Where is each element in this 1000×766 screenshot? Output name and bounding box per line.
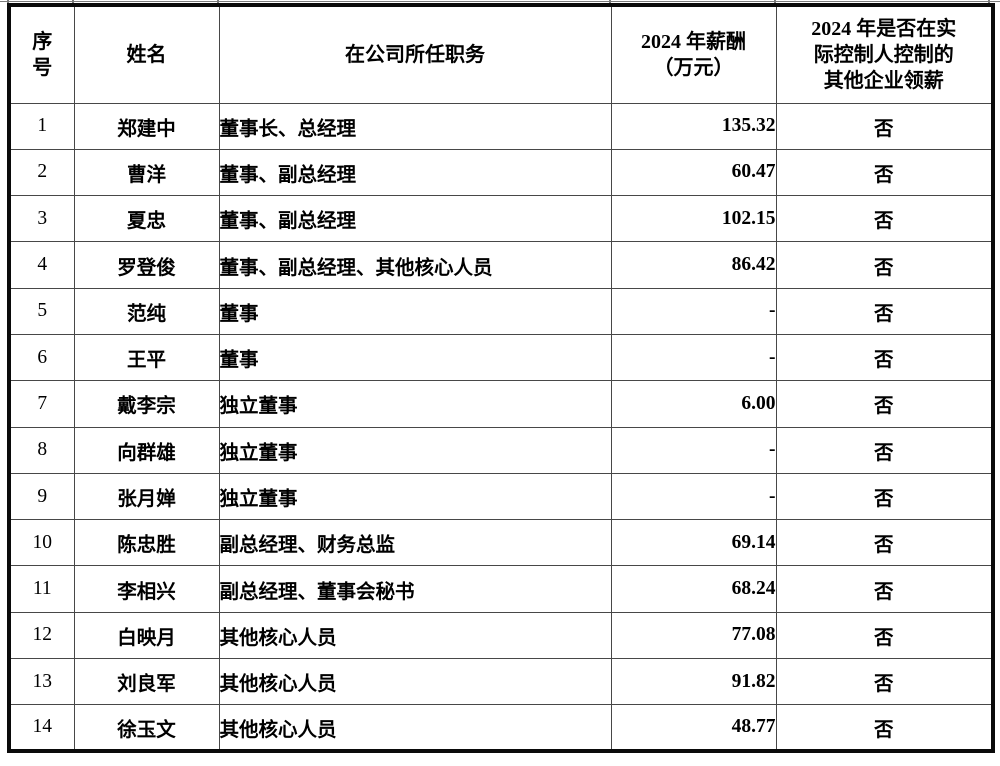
table-row: 14 徐玉文 其他核心人员 48.77 否 [8, 704, 994, 752]
cell-position: 董事长、总经理 [218, 102, 612, 150]
cell-name: 白映月 [73, 611, 220, 660]
table-row: 6 王平 董事 - 否 [8, 333, 994, 382]
cell-position: 副总经理、财务总监 [218, 519, 612, 567]
cell-position: 董事、副总经理 [218, 195, 612, 243]
column-header-name: 姓名 [73, 4, 220, 104]
cell-name: 郑建中 [73, 102, 220, 150]
table-row: 13 刘良军 其他核心人员 91.82 否 [8, 658, 994, 706]
cell-no: 10 [8, 519, 75, 567]
cell-name: 陈忠胜 [73, 519, 220, 567]
cell-name: 曹洋 [73, 148, 220, 197]
cell-no: 9 [8, 472, 75, 521]
cell-salary: 77.08 [610, 611, 777, 660]
cell-name: 李相兴 [73, 565, 220, 613]
cell-no: 8 [8, 426, 75, 474]
cell-no: 6 [8, 333, 75, 382]
cell-salary: 68.24 [610, 565, 777, 613]
cell-no: 7 [8, 380, 75, 428]
cell-name: 刘良军 [73, 658, 220, 706]
cell-other_pay: 否 [775, 704, 994, 752]
cell-other_pay: 否 [775, 241, 994, 289]
cell-no: 14 [8, 704, 75, 752]
cell-other_pay: 否 [775, 565, 994, 613]
cell-position: 其他核心人员 [218, 611, 612, 660]
table-row: 10 陈忠胜 副总经理、财务总监 69.14 否 [8, 519, 994, 567]
cell-position: 独立董事 [218, 472, 612, 521]
column-header-no: 序 号 [8, 4, 75, 104]
cell-salary: 86.42 [610, 241, 777, 289]
cell-salary: - [610, 333, 777, 382]
cell-name: 徐玉文 [73, 704, 220, 752]
cell-other_pay: 否 [775, 148, 994, 197]
cell-no: 2 [8, 148, 75, 197]
cell-position: 其他核心人员 [218, 704, 612, 752]
cell-name: 戴李宗 [73, 380, 220, 428]
column-header-other-pay: 2024 年是否在实 际控制人控制的 其他企业领薪 [775, 4, 994, 104]
table-row: 7 戴李宗 独立董事 6.00 否 [8, 380, 994, 428]
cell-salary: - [610, 426, 777, 474]
cell-name: 向群雄 [73, 426, 220, 474]
cell-other_pay: 否 [775, 195, 994, 243]
cell-position: 董事、副总经理、其他核心人员 [218, 241, 612, 289]
cell-position: 独立董事 [218, 426, 612, 474]
cell-other_pay: 否 [775, 102, 994, 150]
cell-no: 3 [8, 195, 75, 243]
cell-name: 夏忠 [73, 195, 220, 243]
cell-salary: 48.77 [610, 704, 777, 752]
cell-no: 11 [8, 565, 75, 613]
cell-other_pay: 否 [775, 519, 994, 567]
cell-position: 董事 [218, 287, 612, 335]
cell-salary: - [610, 287, 777, 335]
column-header-salary: 2024 年薪酬 （万元） [610, 4, 777, 104]
cell-no: 12 [8, 611, 75, 660]
cell-salary: 102.15 [610, 195, 777, 243]
table-body: 1 郑建中 董事长、总经理 135.32 否 2 曹洋 董事、副总经理 60.47 否 3 夏忠 董事、… [8, 102, 994, 752]
cell-salary: - [610, 472, 777, 521]
cell-position: 副总经理、董事会秘书 [218, 565, 612, 613]
cell-other_pay: 否 [775, 287, 994, 335]
cell-salary: 60.47 [610, 148, 777, 197]
table-row: 12 白映月 其他核心人员 77.08 否 [8, 611, 994, 660]
column-header-position: 在公司所任职务 [218, 4, 612, 104]
cell-other_pay: 否 [775, 472, 994, 521]
table-row: 8 向群雄 独立董事 - 否 [8, 426, 994, 474]
cell-salary: 135.32 [610, 102, 777, 150]
cell-no: 4 [8, 241, 75, 289]
top-residual-line [0, 1, 1000, 2]
cell-other_pay: 否 [775, 426, 994, 474]
cell-position: 董事 [218, 333, 612, 382]
cell-position: 董事、副总经理 [218, 148, 612, 197]
table-row: 3 夏忠 董事、副总经理 102.15 否 [8, 195, 994, 243]
cell-other_pay: 否 [775, 658, 994, 706]
cell-no: 1 [8, 102, 75, 150]
cell-no: 5 [8, 287, 75, 335]
cell-no: 13 [8, 658, 75, 706]
table-row: 2 曹洋 董事、副总经理 60.47 否 [8, 148, 994, 197]
cell-name: 罗登俊 [73, 241, 220, 289]
cell-name: 王平 [73, 333, 220, 382]
table-row: 9 张月婵 独立董事 - 否 [8, 472, 994, 521]
cell-other_pay: 否 [775, 333, 994, 382]
cell-name: 范纯 [73, 287, 220, 335]
table-row: 1 郑建中 董事长、总经理 135.32 否 [8, 102, 994, 150]
cell-position: 独立董事 [218, 380, 612, 428]
header-row: 序 号 姓名 在公司所任职务 2024 年薪酬 （万元） 2024 年是否在实 … [8, 4, 994, 104]
cell-salary: 91.82 [610, 658, 777, 706]
cell-position: 其他核心人员 [218, 658, 612, 706]
cell-salary: 6.00 [610, 380, 777, 428]
table-row: 5 范纯 董事 - 否 [8, 287, 994, 335]
table-row: 4 罗登俊 董事、副总经理、其他核心人员 86.42 否 [8, 241, 994, 289]
table-row: 11 李相兴 副总经理、董事会秘书 68.24 否 [8, 565, 994, 613]
cell-name: 张月婵 [73, 472, 220, 521]
cell-other_pay: 否 [775, 611, 994, 660]
cell-salary: 69.14 [610, 519, 777, 567]
compensation-table: 序 号 姓名 在公司所任职务 2024 年薪酬 （万元） 2024 年是否在实 … [7, 3, 995, 754]
cell-other_pay: 否 [775, 380, 994, 428]
table-header: 序 号 姓名 在公司所任职务 2024 年薪酬 （万元） 2024 年是否在实 … [8, 4, 994, 104]
